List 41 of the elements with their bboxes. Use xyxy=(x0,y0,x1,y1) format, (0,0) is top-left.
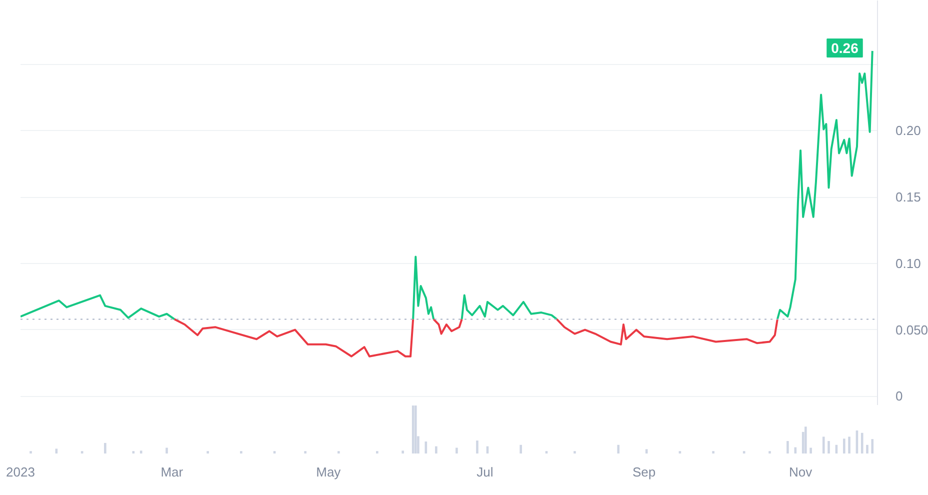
bar xyxy=(617,444,620,454)
y-tick-label: 0.10 xyxy=(896,256,921,271)
bar xyxy=(866,444,868,454)
bar xyxy=(476,440,478,454)
bar xyxy=(104,442,106,454)
bar xyxy=(456,448,458,454)
bar xyxy=(140,450,142,454)
x-tick-label: Nov xyxy=(788,464,813,480)
bar xyxy=(520,444,522,454)
line-series xyxy=(412,256,435,320)
bar xyxy=(860,432,864,454)
bar xyxy=(414,406,417,454)
x-tick-label: Sep xyxy=(632,464,656,480)
y-tick-label: 0.15 xyxy=(896,190,921,205)
line-series xyxy=(432,318,463,335)
bar xyxy=(810,448,812,454)
annotation: 0.26 xyxy=(831,40,859,56)
x-tick-label: May xyxy=(316,464,342,480)
line-series xyxy=(460,294,558,320)
bar xyxy=(645,449,648,454)
bar xyxy=(786,441,789,454)
y-tick-label: 0.050 xyxy=(896,322,928,338)
x-tick-label: 2023 xyxy=(6,464,35,480)
bar xyxy=(842,438,846,454)
bar xyxy=(848,436,850,454)
line-series xyxy=(173,318,414,358)
bar xyxy=(804,426,807,454)
bar xyxy=(402,450,404,454)
bar xyxy=(822,436,825,454)
bar xyxy=(166,448,168,454)
bar xyxy=(794,447,797,454)
bar xyxy=(828,441,830,454)
line-series xyxy=(556,318,778,346)
bar xyxy=(871,439,874,454)
y-tick-label: 0.20 xyxy=(896,123,921,138)
x-tick-label: Jul xyxy=(476,464,494,480)
bar xyxy=(55,448,58,454)
bar xyxy=(435,446,438,454)
line-series xyxy=(20,294,176,320)
x-tick-label: Mar xyxy=(160,464,184,480)
y-tick-label: 0 xyxy=(896,388,903,404)
